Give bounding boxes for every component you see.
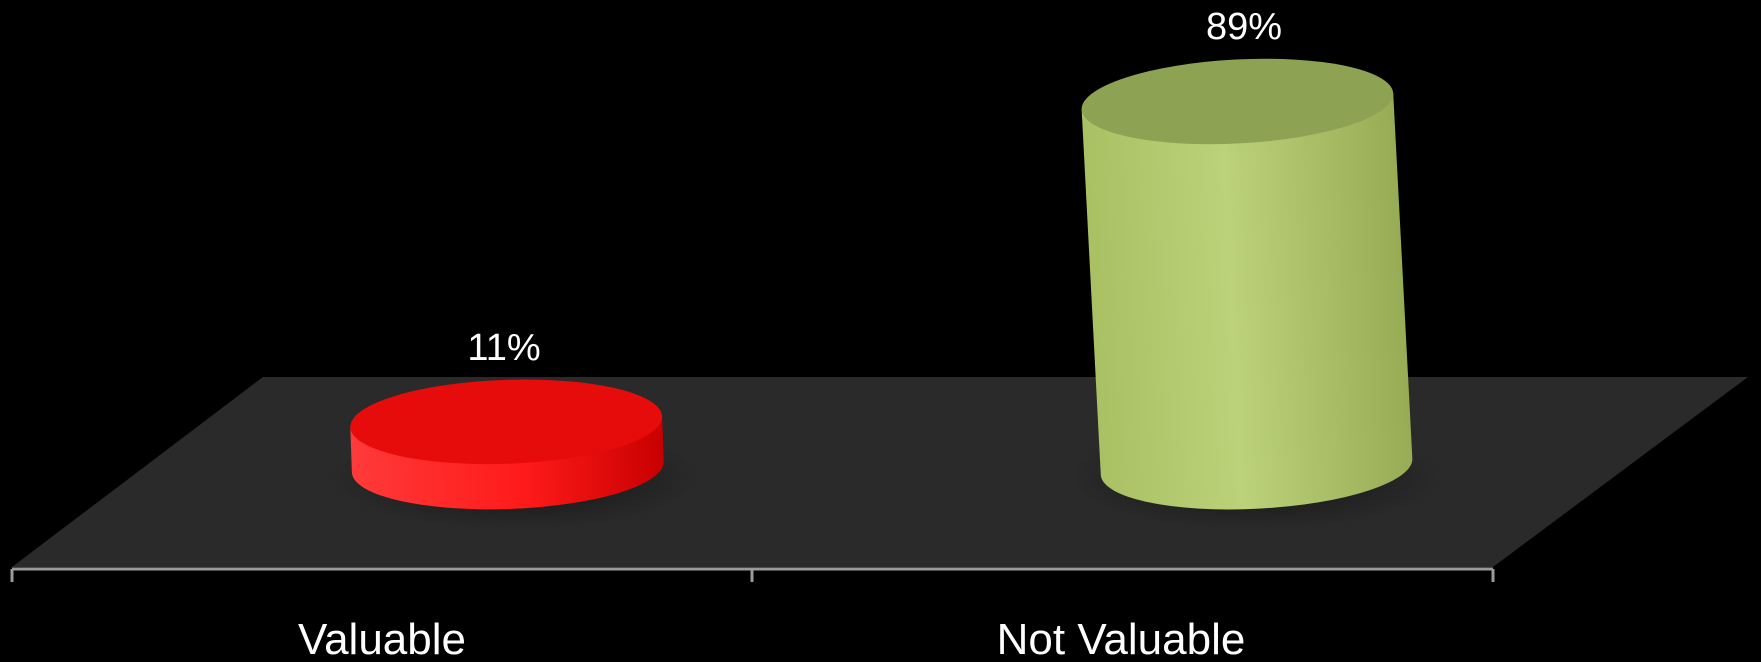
chart-floor	[12, 377, 1748, 567]
bar-body	[1081, 93, 1413, 510]
bar-not-valuable	[1069, 58, 1441, 531]
data-label: 11%	[467, 327, 540, 369]
x-tick-label: Valuable	[298, 615, 466, 662]
bar-valuable	[329, 379, 701, 531]
bar-top-cap	[350, 379, 663, 465]
bar-top-cap	[1081, 58, 1394, 145]
x-tick-label: Not Valuable	[997, 615, 1246, 662]
data-label: 89%	[1206, 6, 1282, 48]
